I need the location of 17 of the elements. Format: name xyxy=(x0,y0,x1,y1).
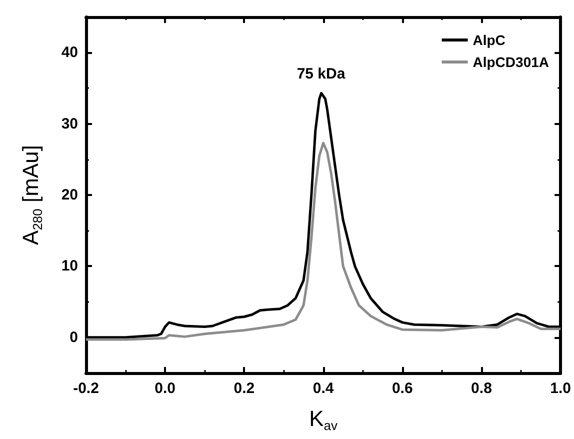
x-tick-label: 0.4 xyxy=(312,380,334,397)
y-tick-label: 20 xyxy=(61,186,78,204)
y-tick-label: 0 xyxy=(70,328,78,346)
y-axis-title: A280 [mAu] xyxy=(18,145,45,245)
x-tick-label: 1.0 xyxy=(550,380,572,397)
y-tick-label: 10 xyxy=(61,258,78,275)
x-tick-label: 0.8 xyxy=(471,380,492,397)
annotation: 75 kDa xyxy=(296,66,346,82)
legend-label: AlpC xyxy=(472,32,506,48)
x-tick-label: 0.2 xyxy=(234,380,255,397)
x-tick-label: 0.6 xyxy=(392,380,413,397)
legend-label: AlpCD301A xyxy=(472,54,550,70)
y-tick-label: 40 xyxy=(61,44,78,62)
x-tick-label: -0.2 xyxy=(73,380,99,397)
line-series xyxy=(84,142,562,341)
x-tick-label: 0.0 xyxy=(154,380,176,397)
y-tick-label: 30 xyxy=(61,115,78,132)
